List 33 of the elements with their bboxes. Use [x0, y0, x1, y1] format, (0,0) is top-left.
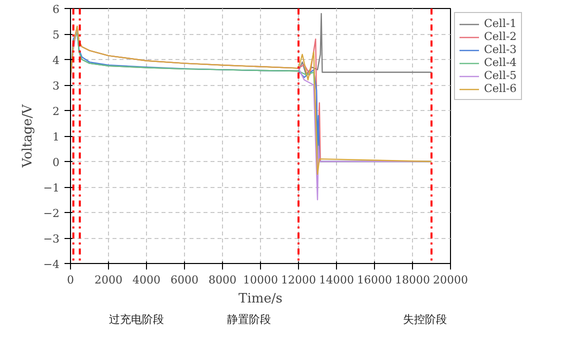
y-tick-label: 1: [52, 130, 60, 144]
x-tick-label: 8000: [208, 274, 237, 286]
text: 过充电阶段: [109, 313, 164, 326]
legend-label: Cell-2: [484, 30, 517, 43]
y-tick-label: 3: [52, 80, 60, 92]
y-tick-label: −1: [43, 182, 60, 194]
x-tick-label: 0: [67, 274, 74, 286]
x-tick-label: 4000: [132, 274, 161, 286]
y-axis-title: Voltage/V: [20, 104, 36, 168]
y-tick-label: 6: [52, 3, 60, 16]
text: 静置阶段: [227, 313, 272, 326]
legend-label: Cell-3: [484, 43, 517, 56]
legend-label: Cell-1: [484, 17, 517, 30]
x-tick-label: 12000: [281, 274, 316, 286]
legend-label: Cell-6: [484, 82, 517, 95]
x-tick-label: 10000: [243, 274, 278, 286]
y-tick-label: −2: [43, 207, 60, 220]
x-tick-label: 6000: [170, 274, 199, 286]
y-tick-label: −4: [43, 258, 60, 271]
x-tick-label: 14000: [319, 274, 354, 286]
y-tick-label: 0: [52, 156, 60, 169]
x-tick-label: 20000: [433, 274, 468, 286]
x-axis-title: Time/s: [238, 292, 282, 306]
x-tick-label: 18000: [395, 274, 430, 286]
text: 失控阶段: [403, 313, 447, 326]
legend-label: Cell-4: [484, 56, 517, 69]
x-tick-label: 16000: [357, 274, 392, 286]
x-tick-label: 2000: [94, 274, 123, 286]
y-tick-label: −3: [43, 232, 60, 246]
y-tick-label: 4: [52, 54, 60, 67]
legend-label: Cell-5: [484, 69, 517, 82]
y-tick-label: 5: [52, 28, 60, 42]
y-tick-label: 2: [52, 105, 60, 118]
